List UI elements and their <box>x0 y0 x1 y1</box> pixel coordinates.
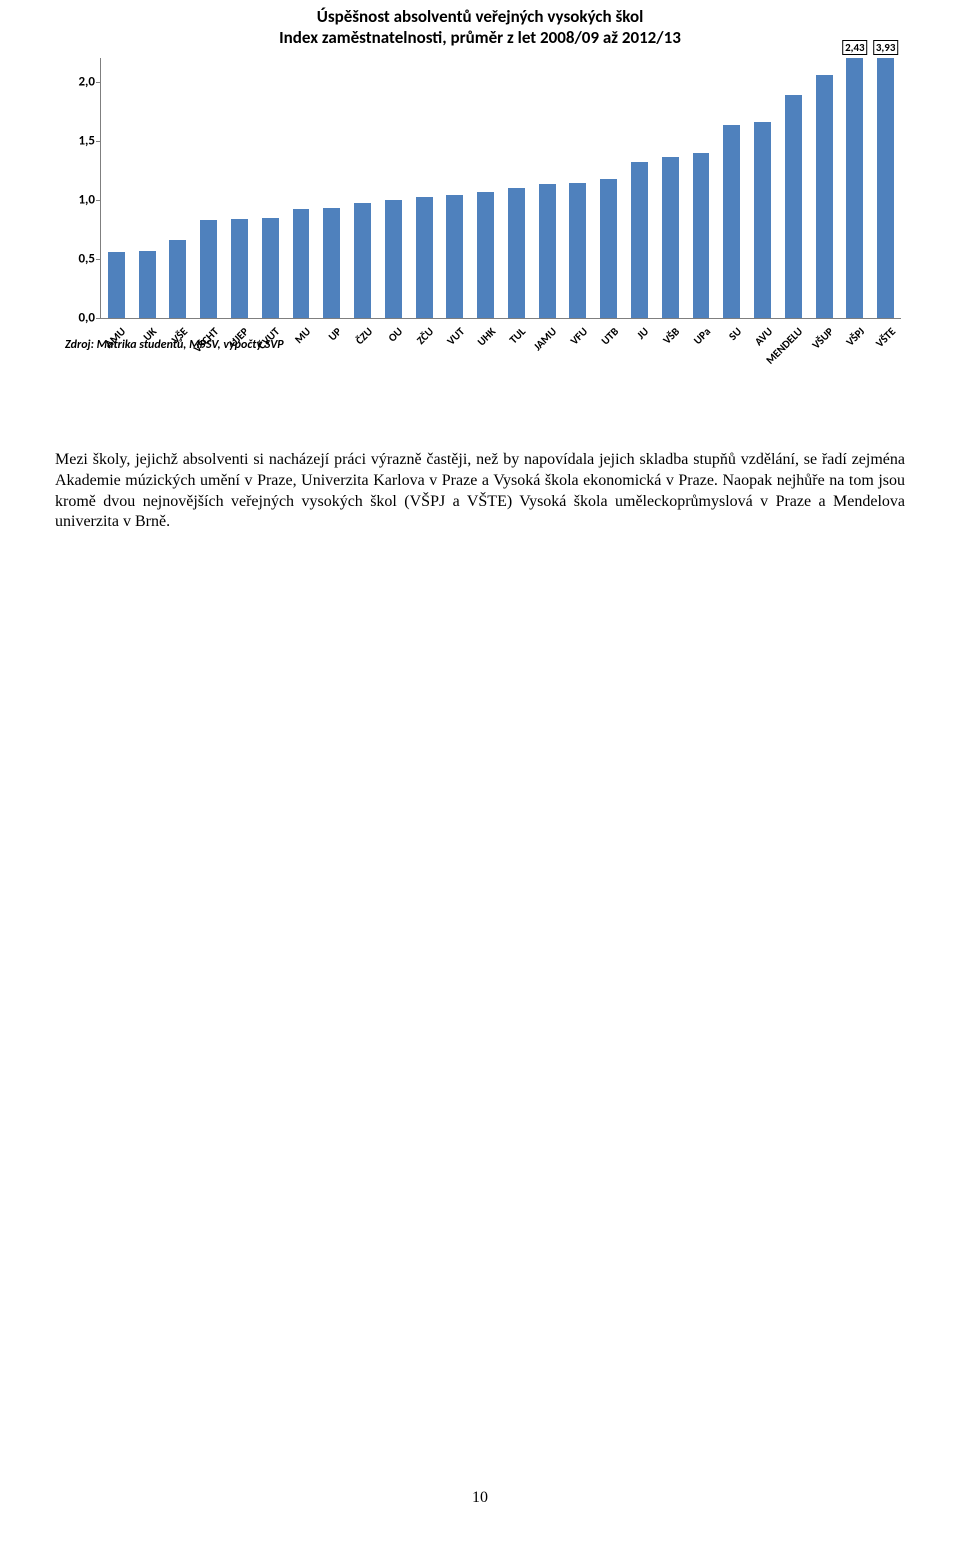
y-axis-tick-label: 0,0 <box>61 311 95 326</box>
bar-value-label: 2,43 <box>842 40 868 55</box>
x-axis-label: JAMU <box>531 325 559 353</box>
bar <box>169 240 186 318</box>
bar <box>508 188 525 318</box>
x-axis-label: UHK <box>474 325 497 348</box>
bar <box>693 153 710 318</box>
bar <box>631 162 648 318</box>
x-axis-label: ZČU <box>414 325 436 347</box>
bar-value-label: 3,93 <box>873 40 899 55</box>
y-axis-tick-label: 1,5 <box>61 133 95 148</box>
bar <box>877 58 894 318</box>
chart: Úspěšnost absolventů veřejných vysokých … <box>55 0 905 400</box>
bar <box>662 157 679 318</box>
y-axis-tick-mark <box>96 200 101 201</box>
y-axis-tick-label: 0,5 <box>61 251 95 266</box>
bar <box>139 251 156 318</box>
x-axis-label: VŠB <box>661 325 683 347</box>
y-axis-tick-mark <box>96 82 101 83</box>
bar <box>231 219 248 318</box>
bar <box>262 218 279 318</box>
x-axis-label: VŠTE <box>873 325 898 350</box>
y-axis-tick-mark <box>96 259 101 260</box>
bar <box>785 95 802 318</box>
body-paragraph: Mezi školy, jejichž absolventi si nacház… <box>55 450 905 533</box>
page-number: 10 <box>0 1489 960 1507</box>
x-axis-label: JU <box>635 325 652 342</box>
x-axis-label: TUL <box>507 325 528 346</box>
bar <box>293 209 310 318</box>
x-axis-label: ČZU <box>353 325 375 347</box>
x-axis-label: SU <box>726 325 744 343</box>
page: Úspěšnost absolventů veřejných vysokých … <box>0 0 960 1547</box>
bar <box>323 208 340 318</box>
x-axis-label: UTB <box>598 325 620 347</box>
chart-title: Úspěšnost absolventů veřejných vysokých … <box>55 0 905 49</box>
x-axis-label: UP <box>326 325 344 343</box>
bar <box>816 75 833 318</box>
bar <box>477 192 494 318</box>
x-axis-label: AVU <box>752 325 775 348</box>
x-axis-label: VŠPJ <box>843 325 867 349</box>
bar <box>354 203 371 318</box>
y-axis-tick-label: 1,0 <box>61 192 95 207</box>
bar <box>539 184 556 318</box>
x-axis-label: MU <box>292 325 313 346</box>
bar <box>108 252 125 318</box>
chart-plot-area: 0,00,51,01,52,02,433,93 <box>100 58 901 319</box>
x-axis-label: VFU <box>568 325 590 347</box>
x-axis-label: VŠUP <box>810 325 837 352</box>
x-axis-label: OU <box>386 325 406 345</box>
x-axis-label: VUT <box>444 325 467 348</box>
bar <box>200 220 217 318</box>
chart-title-line-2: Index zaměstnatelnosti, průměr z let 200… <box>279 27 681 48</box>
y-axis-tick-label: 2,0 <box>61 74 95 89</box>
chart-title-line-1: Úspěšnost absolventů veřejných vysokých … <box>317 6 644 27</box>
bar <box>754 122 771 318</box>
bar <box>416 197 433 318</box>
bar <box>569 183 586 318</box>
bar <box>846 58 863 318</box>
bar <box>723 125 740 318</box>
bar <box>600 179 617 318</box>
bar <box>446 195 463 318</box>
bar <box>385 200 402 318</box>
y-axis-tick-mark <box>96 318 101 319</box>
x-axis-label: UPa <box>691 325 713 347</box>
y-axis-tick-mark <box>96 141 101 142</box>
